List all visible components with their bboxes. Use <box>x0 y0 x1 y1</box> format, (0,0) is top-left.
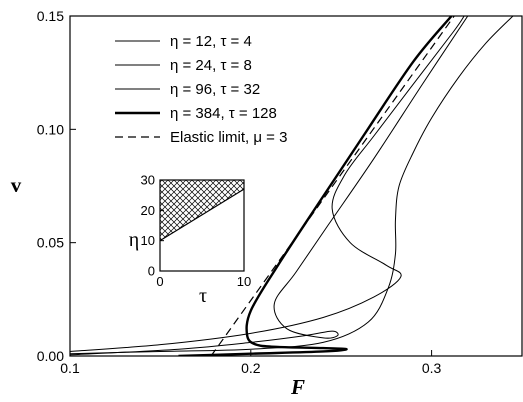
inset-shaded-region <box>160 180 244 241</box>
y-ticks: 0.00 0.05 0.10 0.15 <box>37 8 76 364</box>
series-line-5 <box>210 16 455 356</box>
inset-y-tick-label: 10 <box>141 233 155 248</box>
series-line-2 <box>70 16 465 352</box>
inset-y-tick-label: 30 <box>141 173 155 188</box>
inset-y-tick-label: 20 <box>141 203 155 218</box>
inset-x-axis-title: τ <box>199 285 207 307</box>
legend-label-series-5: Elastic limit, μ = 3 <box>170 129 287 146</box>
inset-y-tick-label: 0 <box>148 264 155 279</box>
inset-boundary-line <box>159 188 245 242</box>
legend-label-series-4: η = 384, τ = 128 <box>170 105 277 122</box>
x-tick-label: 0.1 <box>60 360 80 376</box>
inset-frame <box>159 179 245 272</box>
y-tick-label: 0.05 <box>37 235 64 251</box>
legend-label-series-3: η = 96, τ = 32 <box>170 81 260 98</box>
y-tick-label: 0.00 <box>37 348 64 364</box>
y-tick-label: 0.15 <box>37 8 64 24</box>
legend: η = 12, τ = 4 η = 24, τ = 8 η = 96, τ = … <box>115 33 287 146</box>
inset-chart: 0 10 20 30 0 10 τ η <box>129 173 251 308</box>
x-tick-label: 0.3 <box>422 360 442 376</box>
plot-area <box>69 15 523 357</box>
series-layer <box>70 16 514 356</box>
inset-y-axis-title: η <box>129 229 139 251</box>
inset-x-tick-label: 10 <box>237 274 251 289</box>
y-tick-label: 0.10 <box>37 121 64 137</box>
legend-label-series-1: η = 12, τ = 4 <box>170 33 252 50</box>
inset-x-tick-label: 0 <box>156 274 163 289</box>
x-axis-title: F <box>290 375 305 399</box>
x-ticks: 0.1 0.2 0.3 <box>60 350 442 376</box>
legend-label-series-2: η = 24, τ = 8 <box>170 57 252 74</box>
x-tick-label: 0.2 <box>241 360 261 376</box>
series-line-4 <box>178 16 453 356</box>
inset-ticks: 0 10 20 30 0 10 <box>141 173 252 290</box>
series-line-1 <box>70 16 514 355</box>
y-axis-title: v <box>11 173 22 197</box>
